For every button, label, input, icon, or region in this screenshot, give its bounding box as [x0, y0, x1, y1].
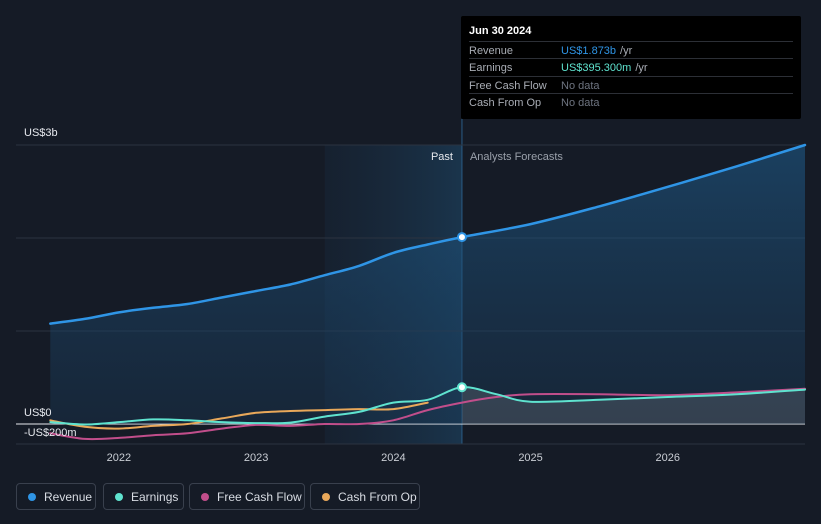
cash-from-op-line — [49, 401, 429, 430]
x-tick-label: 2023 — [244, 452, 268, 464]
earnings-marker — [456, 382, 467, 393]
free-cash-flow-line — [49, 387, 806, 441]
x-tick-label: 2025 — [518, 452, 542, 464]
legend-item-free-cash-flow[interactable]: Free Cash Flow — [189, 483, 305, 510]
tooltip-row-cash-from-op: Cash From Op No data — [469, 93, 793, 111]
tooltip-label: Cash From Op — [469, 97, 542, 109]
tooltip-row-earnings: Earnings US$395.300m/yr — [469, 58, 793, 76]
earnings-dot-icon — [115, 493, 123, 501]
legend-item-revenue[interactable]: Revenue — [16, 483, 96, 510]
tooltip-date: Jun 30 2024 — [469, 25, 532, 37]
legend-label: Free Cash Flow — [217, 490, 302, 504]
forecast-area — [461, 387, 805, 424]
tooltip-value: No data — [561, 97, 600, 109]
revenue-line — [49, 143, 807, 325]
tooltip-label: Earnings — [469, 62, 513, 74]
cash-from-op-dot-icon — [322, 493, 330, 501]
legend-label: Cash From Op — [338, 490, 417, 504]
tooltip-value: No data — [561, 80, 600, 92]
legend-item-earnings[interactable]: Earnings — [103, 483, 184, 510]
tooltip-label: Revenue — [469, 45, 514, 57]
tooltip-label: Free Cash Flow — [469, 80, 547, 92]
x-tick-label: 2026 — [656, 452, 680, 464]
tooltip-row-revenue: Revenue US$1.873b/yr — [469, 41, 793, 59]
revenue-area — [50, 145, 806, 424]
x-tick-label: 2022 — [107, 452, 131, 464]
revenue-marker — [456, 232, 467, 243]
y-tick-label: -US$200m — [24, 427, 77, 439]
forecast-label: Analysts Forecasts — [470, 151, 563, 163]
past-label: Past — [431, 151, 453, 163]
y-tick-label: US$0 — [24, 407, 52, 419]
chart: US$3b US$0 -US$200m 2022 2023 2024 2025 2026 Pas… — [16, 119, 807, 464]
tooltip-row-free-cash-flow: Free Cash Flow No data — [469, 76, 793, 94]
tooltip: Jun 30 2024 Revenue US$1.873b/yr Earning… — [461, 16, 801, 119]
legend-label: Earnings — [131, 490, 179, 504]
y-tick-label: US$3b — [24, 127, 58, 139]
earnings-line — [49, 386, 806, 426]
tooltip-value: US$395.300m/yr — [561, 62, 648, 74]
legend-item-cash-from-op[interactable]: Cash From Op — [310, 483, 420, 510]
free-cash-flow-dot-icon — [201, 493, 209, 501]
x-tick-label: 2024 — [381, 452, 405, 464]
legend-label: Revenue — [44, 490, 93, 504]
revenue-dot-icon — [28, 493, 36, 501]
tooltip-value: US$1.873b/yr — [561, 45, 633, 57]
